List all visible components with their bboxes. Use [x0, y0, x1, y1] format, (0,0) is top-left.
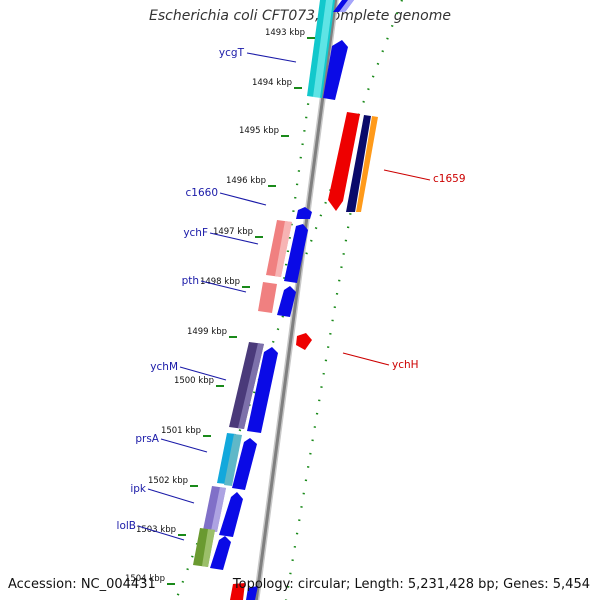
scale-tick-label: 1504 kbp [125, 574, 165, 584]
feature-c1659 [328, 112, 378, 212]
backbone [253, 0, 339, 600]
gene-label-ychH[interactable]: ychH [392, 359, 419, 371]
leader-ipk [147, 488, 195, 504]
topology-summary: Topology: circular; Length: 5,231,428 bp… [232, 577, 590, 592]
scale-tick-label: 1494 kbp [252, 78, 292, 88]
feature-ycgT [307, 0, 354, 100]
leader-ychM [179, 366, 227, 381]
feature-prsA [217, 433, 257, 490]
gene-label-c1659[interactable]: c1659 [433, 173, 466, 185]
scale-tick-label: 1503 kbp [136, 525, 176, 535]
leader-ychF [209, 232, 259, 245]
gene-labels: ycgT c1660 ychF pth ychM prsA ipk lolB c1659 ychH [117, 47, 466, 532]
scale-labels: 1493 kbp 1494 kbp 1495 kbp 1496 kbp 1497 kbp… [125, 28, 305, 584]
gene-label-ychM[interactable]: ychM [150, 361, 178, 373]
leader-ychH [342, 352, 390, 366]
gene-leaders [137, 52, 431, 541]
leader-ycgT [246, 52, 297, 63]
accession-text: Accession: NC_004431 [8, 577, 156, 592]
scale-tick-label: 1502 kbp [148, 476, 188, 486]
scale-ticks [167, 37, 315, 585]
scale-tick-label: 1493 kbp [265, 28, 305, 38]
gene-label-pth[interactable]: pth [182, 275, 199, 287]
scale-tick-label: 1499 kbp [187, 327, 227, 337]
gene-label-ipk[interactable]: ipk [130, 483, 147, 495]
leader-pth [200, 280, 247, 293]
feature-lolB [193, 528, 231, 570]
feature-ychH [296, 333, 312, 350]
leader-c1660 [219, 192, 267, 206]
leader-c1659 [383, 169, 431, 181]
scale-tick-label: 1498 kbp [200, 277, 240, 287]
feature-pth [258, 282, 296, 317]
map-title: Escherichia coli CFT073, complete genome [149, 8, 451, 24]
scale-tick-label: 1501 kbp [161, 426, 201, 436]
dotted-guide-2 [282, 89, 312, 281]
feature-bottom-partial [230, 583, 258, 600]
feature-ychF [266, 220, 308, 283]
gene-label-c1660[interactable]: c1660 [186, 187, 219, 199]
scale-tick-label: 1495 kbp [239, 126, 279, 136]
gene-label-ychF[interactable]: ychF [183, 227, 208, 239]
feature-ychM [229, 342, 278, 433]
leader-lolB [137, 525, 185, 541]
leader-prsA [160, 438, 208, 453]
feature-c1660 [296, 207, 312, 219]
scale-tick-label: 1500 kbp [174, 376, 214, 386]
gene-label-ycgT[interactable]: ycgT [219, 47, 245, 59]
scale-tick-label: 1497 kbp [213, 227, 253, 237]
scale-tick-label: 1496 kbp [226, 176, 266, 186]
gene-label-lolB[interactable]: lolB [117, 520, 136, 532]
feature-ipk [203, 486, 243, 537]
feature-blocks [193, 0, 378, 600]
gene-label-prsA[interactable]: prsA [135, 433, 159, 445]
